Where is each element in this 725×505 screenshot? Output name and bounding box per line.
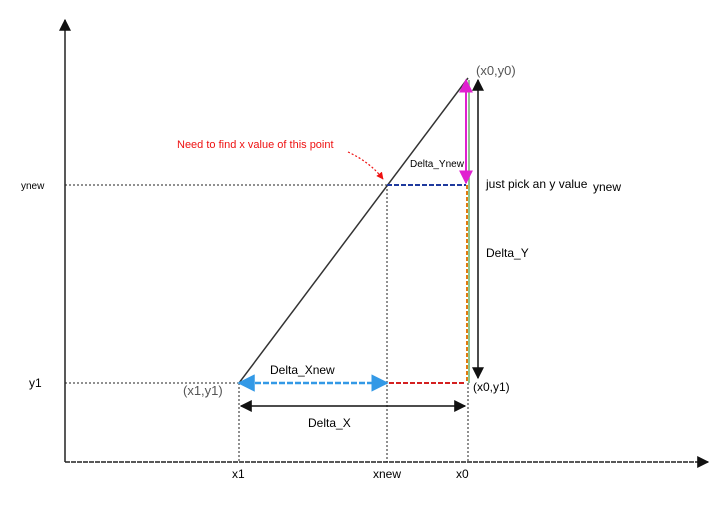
x-axis-label-xnew: xnew: [373, 467, 401, 481]
ynew-right-label: ynew: [593, 180, 621, 194]
annotation-label: Need to find x value of this point: [177, 139, 334, 151]
delta-xnew-label: Delta_Xnew: [270, 363, 335, 377]
annotation-arrow: [347, 151, 384, 180]
y-axis-label-ynew: ynew: [21, 181, 45, 192]
point-top-label: (x0,y0): [476, 63, 516, 78]
y-axis-label-y1: y1: [29, 376, 42, 390]
point-left-label: (x1,y1): [183, 383, 223, 398]
point-corner-label: (x0,y1): [473, 380, 510, 394]
delta-x-label: Delta_X: [308, 416, 351, 430]
x-axis-label-x0: x0: [456, 467, 469, 481]
hypotenuse-line: [238, 77, 469, 384]
delta-ynew-label: Delta_Ynew: [410, 159, 465, 170]
delta-y-label: Delta_Y: [486, 246, 529, 260]
pick-y-label: just pick an y value: [485, 177, 588, 191]
x-axis-label-x1: x1: [232, 467, 245, 481]
